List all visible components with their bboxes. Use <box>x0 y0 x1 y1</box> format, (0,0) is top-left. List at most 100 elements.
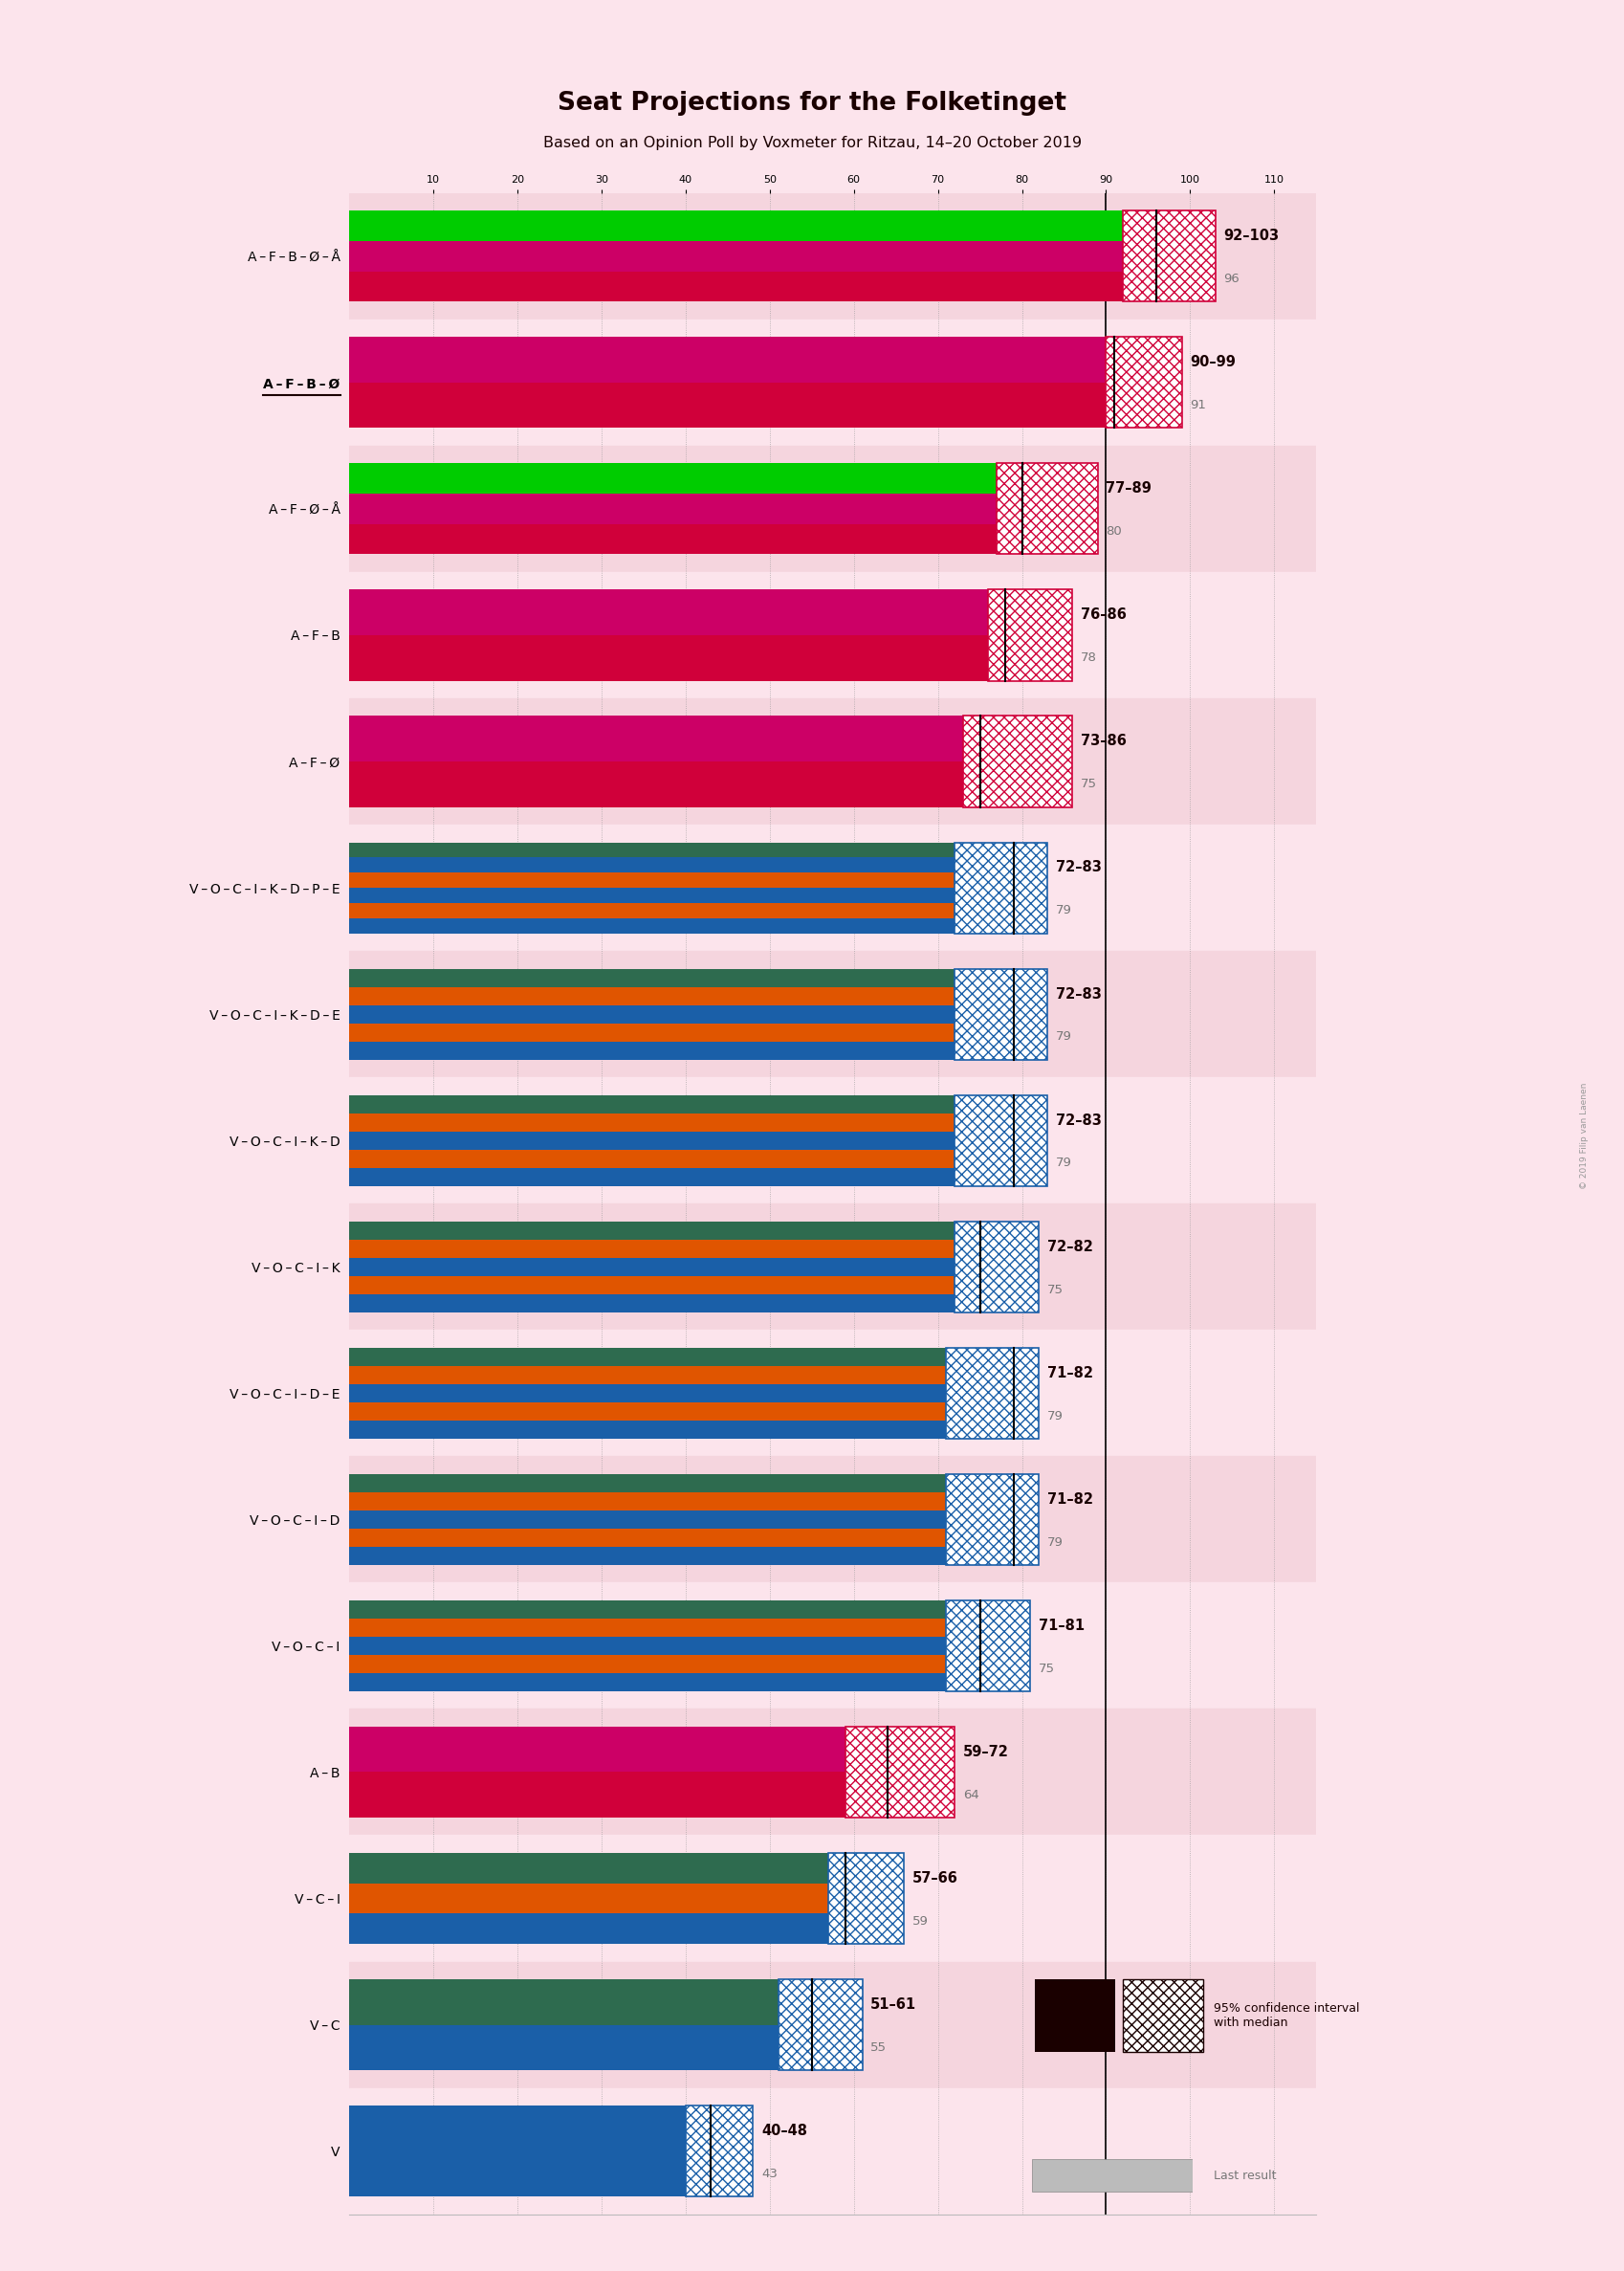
Text: 90–99: 90–99 <box>1189 354 1236 370</box>
Bar <box>945 1474 1038 1565</box>
Text: Seat Projections for the Folketinget: Seat Projections for the Folketinget <box>557 91 1067 116</box>
Bar <box>349 1419 1013 1438</box>
Bar <box>349 1883 844 1914</box>
Bar <box>1122 211 1215 302</box>
Text: 71–82: 71–82 <box>1046 1365 1093 1381</box>
Bar <box>349 572 1315 699</box>
Bar <box>349 1980 812 2026</box>
Bar <box>349 1006 1013 1024</box>
Bar <box>349 241 1156 270</box>
Bar <box>1034 1978 1114 2051</box>
Bar <box>1122 1978 1203 2051</box>
Bar <box>963 715 1072 806</box>
Text: 76–86: 76–86 <box>1080 609 1125 622</box>
Bar <box>955 1095 1046 1185</box>
Bar <box>349 1222 979 1240</box>
Text: 71–82: 71–82 <box>1046 1492 1093 1506</box>
Bar <box>349 1024 1013 1042</box>
Bar <box>349 1510 1013 1528</box>
Bar <box>1106 336 1181 427</box>
Bar <box>349 211 1156 241</box>
Text: 64: 64 <box>963 1790 979 1801</box>
Text: 75: 75 <box>1046 1283 1062 1297</box>
Bar <box>685 2105 752 2196</box>
Text: 51–61: 51–61 <box>870 1998 916 2012</box>
Bar <box>828 1853 903 1944</box>
Bar <box>349 888 1013 904</box>
Bar <box>349 590 1005 636</box>
Text: 91: 91 <box>1189 400 1205 411</box>
Bar <box>349 1149 1013 1167</box>
Bar <box>955 970 1046 1061</box>
Bar <box>349 1204 1315 1331</box>
Text: 75: 75 <box>1038 1662 1054 1674</box>
Bar <box>955 843 1046 933</box>
Bar <box>349 382 1114 427</box>
Bar <box>349 1962 1315 2087</box>
Text: 59–72: 59–72 <box>963 1744 1009 1760</box>
Bar <box>349 270 1156 302</box>
Text: 77–89: 77–89 <box>1106 481 1151 495</box>
Bar <box>349 1835 1315 1962</box>
Bar <box>349 1167 1013 1185</box>
Bar <box>349 1456 1315 1583</box>
Text: 78: 78 <box>1080 652 1096 663</box>
Text: 43: 43 <box>762 2167 776 2180</box>
Bar <box>349 1276 979 1294</box>
Bar <box>349 824 1315 952</box>
Bar <box>1122 211 1215 302</box>
Bar <box>945 1601 1030 1692</box>
Text: 95% confidence interval
with median: 95% confidence interval with median <box>1213 2003 1359 2028</box>
Bar <box>349 1113 1013 1131</box>
Bar <box>955 970 1046 1061</box>
Bar <box>349 952 1315 1076</box>
Bar <box>349 2105 710 2196</box>
Bar <box>778 1980 862 2071</box>
Bar <box>963 715 1072 806</box>
Bar <box>685 2105 752 2196</box>
Bar <box>349 1294 979 1313</box>
Bar <box>1106 336 1181 427</box>
Text: 92–103: 92–103 <box>1223 229 1278 243</box>
Bar <box>1031 2160 1192 2192</box>
Bar <box>349 1601 979 1619</box>
Bar <box>349 1771 887 1817</box>
Text: Based on an Opinion Poll by Voxmeter for Ritzau, 14–20 October 2019: Based on an Opinion Poll by Voxmeter for… <box>542 136 1082 150</box>
Text: © 2019 Filip van Laenen: © 2019 Filip van Laenen <box>1579 1083 1588 1188</box>
Bar <box>349 320 1315 445</box>
Text: 72–82: 72–82 <box>1046 1240 1093 1254</box>
Bar <box>349 872 1013 888</box>
Text: 79: 79 <box>1056 1031 1072 1042</box>
Text: Last result: Last result <box>1213 2169 1276 2182</box>
Text: 59: 59 <box>913 1914 929 1928</box>
Text: 79: 79 <box>1046 1535 1062 1549</box>
Bar <box>349 493 1021 525</box>
Bar <box>987 590 1072 681</box>
Text: 55: 55 <box>870 2042 887 2053</box>
Bar <box>844 1726 955 1817</box>
Bar <box>349 1528 1013 1547</box>
Bar <box>349 463 1021 493</box>
Bar <box>945 1474 1038 1565</box>
Bar <box>349 1853 844 1883</box>
Bar <box>955 1095 1046 1185</box>
Bar <box>996 463 1096 554</box>
Bar <box>349 1474 1013 1492</box>
Bar <box>349 1674 979 1692</box>
Bar <box>996 463 1096 554</box>
Bar <box>349 988 1013 1006</box>
Bar <box>955 843 1046 933</box>
Bar <box>778 1980 862 2071</box>
Bar <box>349 970 1013 988</box>
Bar <box>349 336 1114 382</box>
Bar <box>945 1347 1038 1438</box>
Bar <box>349 193 1315 320</box>
Bar <box>349 2026 812 2071</box>
Text: 71–81: 71–81 <box>1038 1619 1085 1633</box>
Bar <box>955 1222 1038 1313</box>
Bar <box>349 1347 1013 1365</box>
Bar <box>349 761 979 806</box>
Bar <box>349 1258 979 1276</box>
Text: 72–83: 72–83 <box>1056 1113 1101 1126</box>
Bar <box>828 1853 903 1944</box>
